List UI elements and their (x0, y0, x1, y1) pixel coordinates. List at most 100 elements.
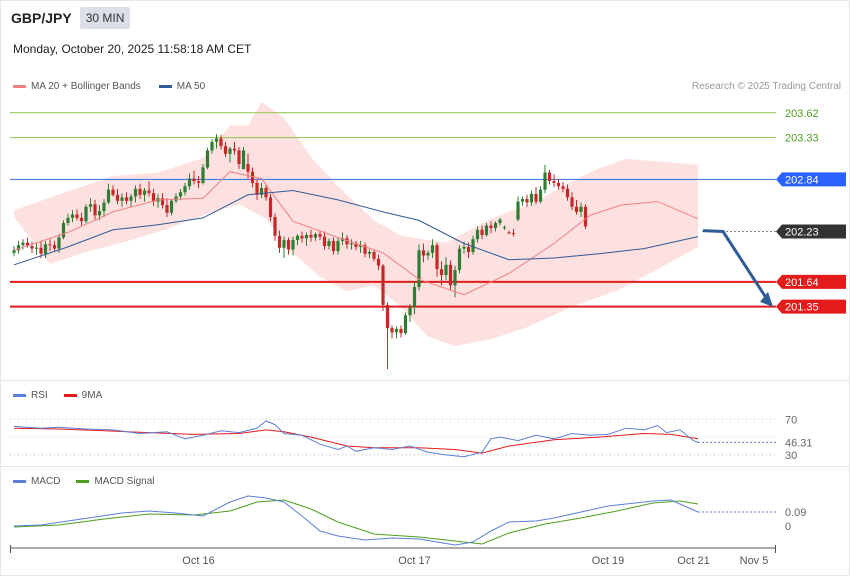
candle (273, 217, 277, 236)
rsi-ma-line (13, 427, 699, 454)
level-label: 201.64 (785, 277, 819, 289)
level-label: 202.84 (785, 174, 819, 186)
candle (246, 164, 250, 172)
candle (178, 192, 183, 197)
macd-zero-label: 0 (785, 521, 791, 533)
candle (304, 234, 309, 239)
macd-signal-swatch (76, 480, 90, 483)
candle (561, 186, 565, 189)
candle (444, 264, 448, 276)
candle (534, 193, 538, 202)
panel-divider (0, 380, 850, 381)
candle (484, 225, 489, 235)
candle (232, 148, 237, 151)
candle (502, 227, 507, 229)
candle (345, 238, 349, 245)
ma50-line (13, 189, 699, 266)
macd-swatch (13, 480, 26, 483)
candle (79, 217, 84, 222)
candle (129, 196, 133, 201)
rsi-level-label: 30 (785, 450, 797, 462)
candle (480, 229, 484, 235)
candle (421, 250, 426, 256)
macd-signal-line (13, 499, 699, 545)
candle (205, 150, 210, 168)
ma20-line (13, 171, 699, 296)
candle (570, 197, 574, 207)
candle (493, 222, 498, 229)
candle (183, 186, 187, 193)
candle (268, 197, 273, 218)
candle (439, 269, 444, 276)
rsi-ma-swatch (63, 394, 77, 397)
candle (322, 236, 327, 247)
candle (97, 211, 102, 216)
candle (241, 150, 246, 170)
candle (61, 222, 66, 238)
candle (511, 233, 516, 235)
candle (84, 206, 88, 222)
candle (223, 146, 228, 154)
rsi-legend: RSI 9MA (13, 390, 102, 401)
candle (507, 232, 511, 234)
candle (475, 229, 480, 240)
candle (169, 200, 174, 213)
candle (187, 178, 192, 187)
candle (102, 202, 106, 212)
candle (12, 250, 16, 253)
candle (147, 190, 151, 194)
candle (336, 240, 340, 252)
candle (286, 240, 291, 250)
symbol-label: GBP/JPY (11, 10, 72, 26)
candle (412, 287, 417, 308)
candle (376, 258, 381, 266)
candle (403, 315, 408, 334)
x-tick-label: Oct 19 (592, 555, 624, 567)
candle (196, 181, 201, 183)
forecast-arrow (702, 229, 772, 305)
candle (579, 206, 583, 212)
candle (565, 188, 570, 198)
candle (93, 204, 97, 216)
candle (138, 188, 142, 195)
candle (282, 240, 286, 248)
legend-ma20: MA 20 + Bollinger Bands (31, 81, 141, 92)
x-tick-label: Oct 17 (398, 555, 430, 567)
rsi-last-value: 46.31 (785, 437, 813, 449)
candle (552, 181, 556, 183)
candle (583, 206, 588, 227)
candle (525, 199, 529, 203)
candle (394, 328, 399, 333)
candle (381, 265, 385, 305)
candle (70, 214, 75, 218)
candle (358, 245, 363, 247)
level-tag (776, 172, 846, 187)
main-legend: MA 20 + Bollinger Bands MA 50 (13, 81, 205, 92)
level-label: 202.23 (785, 227, 819, 239)
candle (57, 237, 61, 249)
candle (120, 197, 124, 201)
candle (489, 225, 493, 229)
bollinger-band (14, 101, 698, 346)
candle (133, 188, 138, 197)
level-label: 203.62 (785, 108, 819, 120)
candle (529, 193, 534, 203)
candle (255, 182, 259, 195)
candle (115, 194, 120, 201)
x-tick-label: Nov 5 (740, 555, 769, 567)
candle (426, 252, 430, 256)
rsi-line (13, 420, 699, 458)
candle (367, 252, 372, 254)
candle (363, 245, 367, 254)
candle (25, 242, 30, 247)
candle (52, 245, 57, 249)
macd-legend: MACD MACD Signal (13, 476, 154, 487)
ma20-swatch (13, 85, 26, 88)
legend-macd-signal: MACD Signal (94, 476, 155, 487)
candle (43, 244, 48, 254)
candle (192, 178, 196, 182)
timeframe-badge[interactable]: 30 MIN (79, 7, 131, 29)
level-tag (776, 274, 846, 289)
candle (39, 247, 43, 254)
